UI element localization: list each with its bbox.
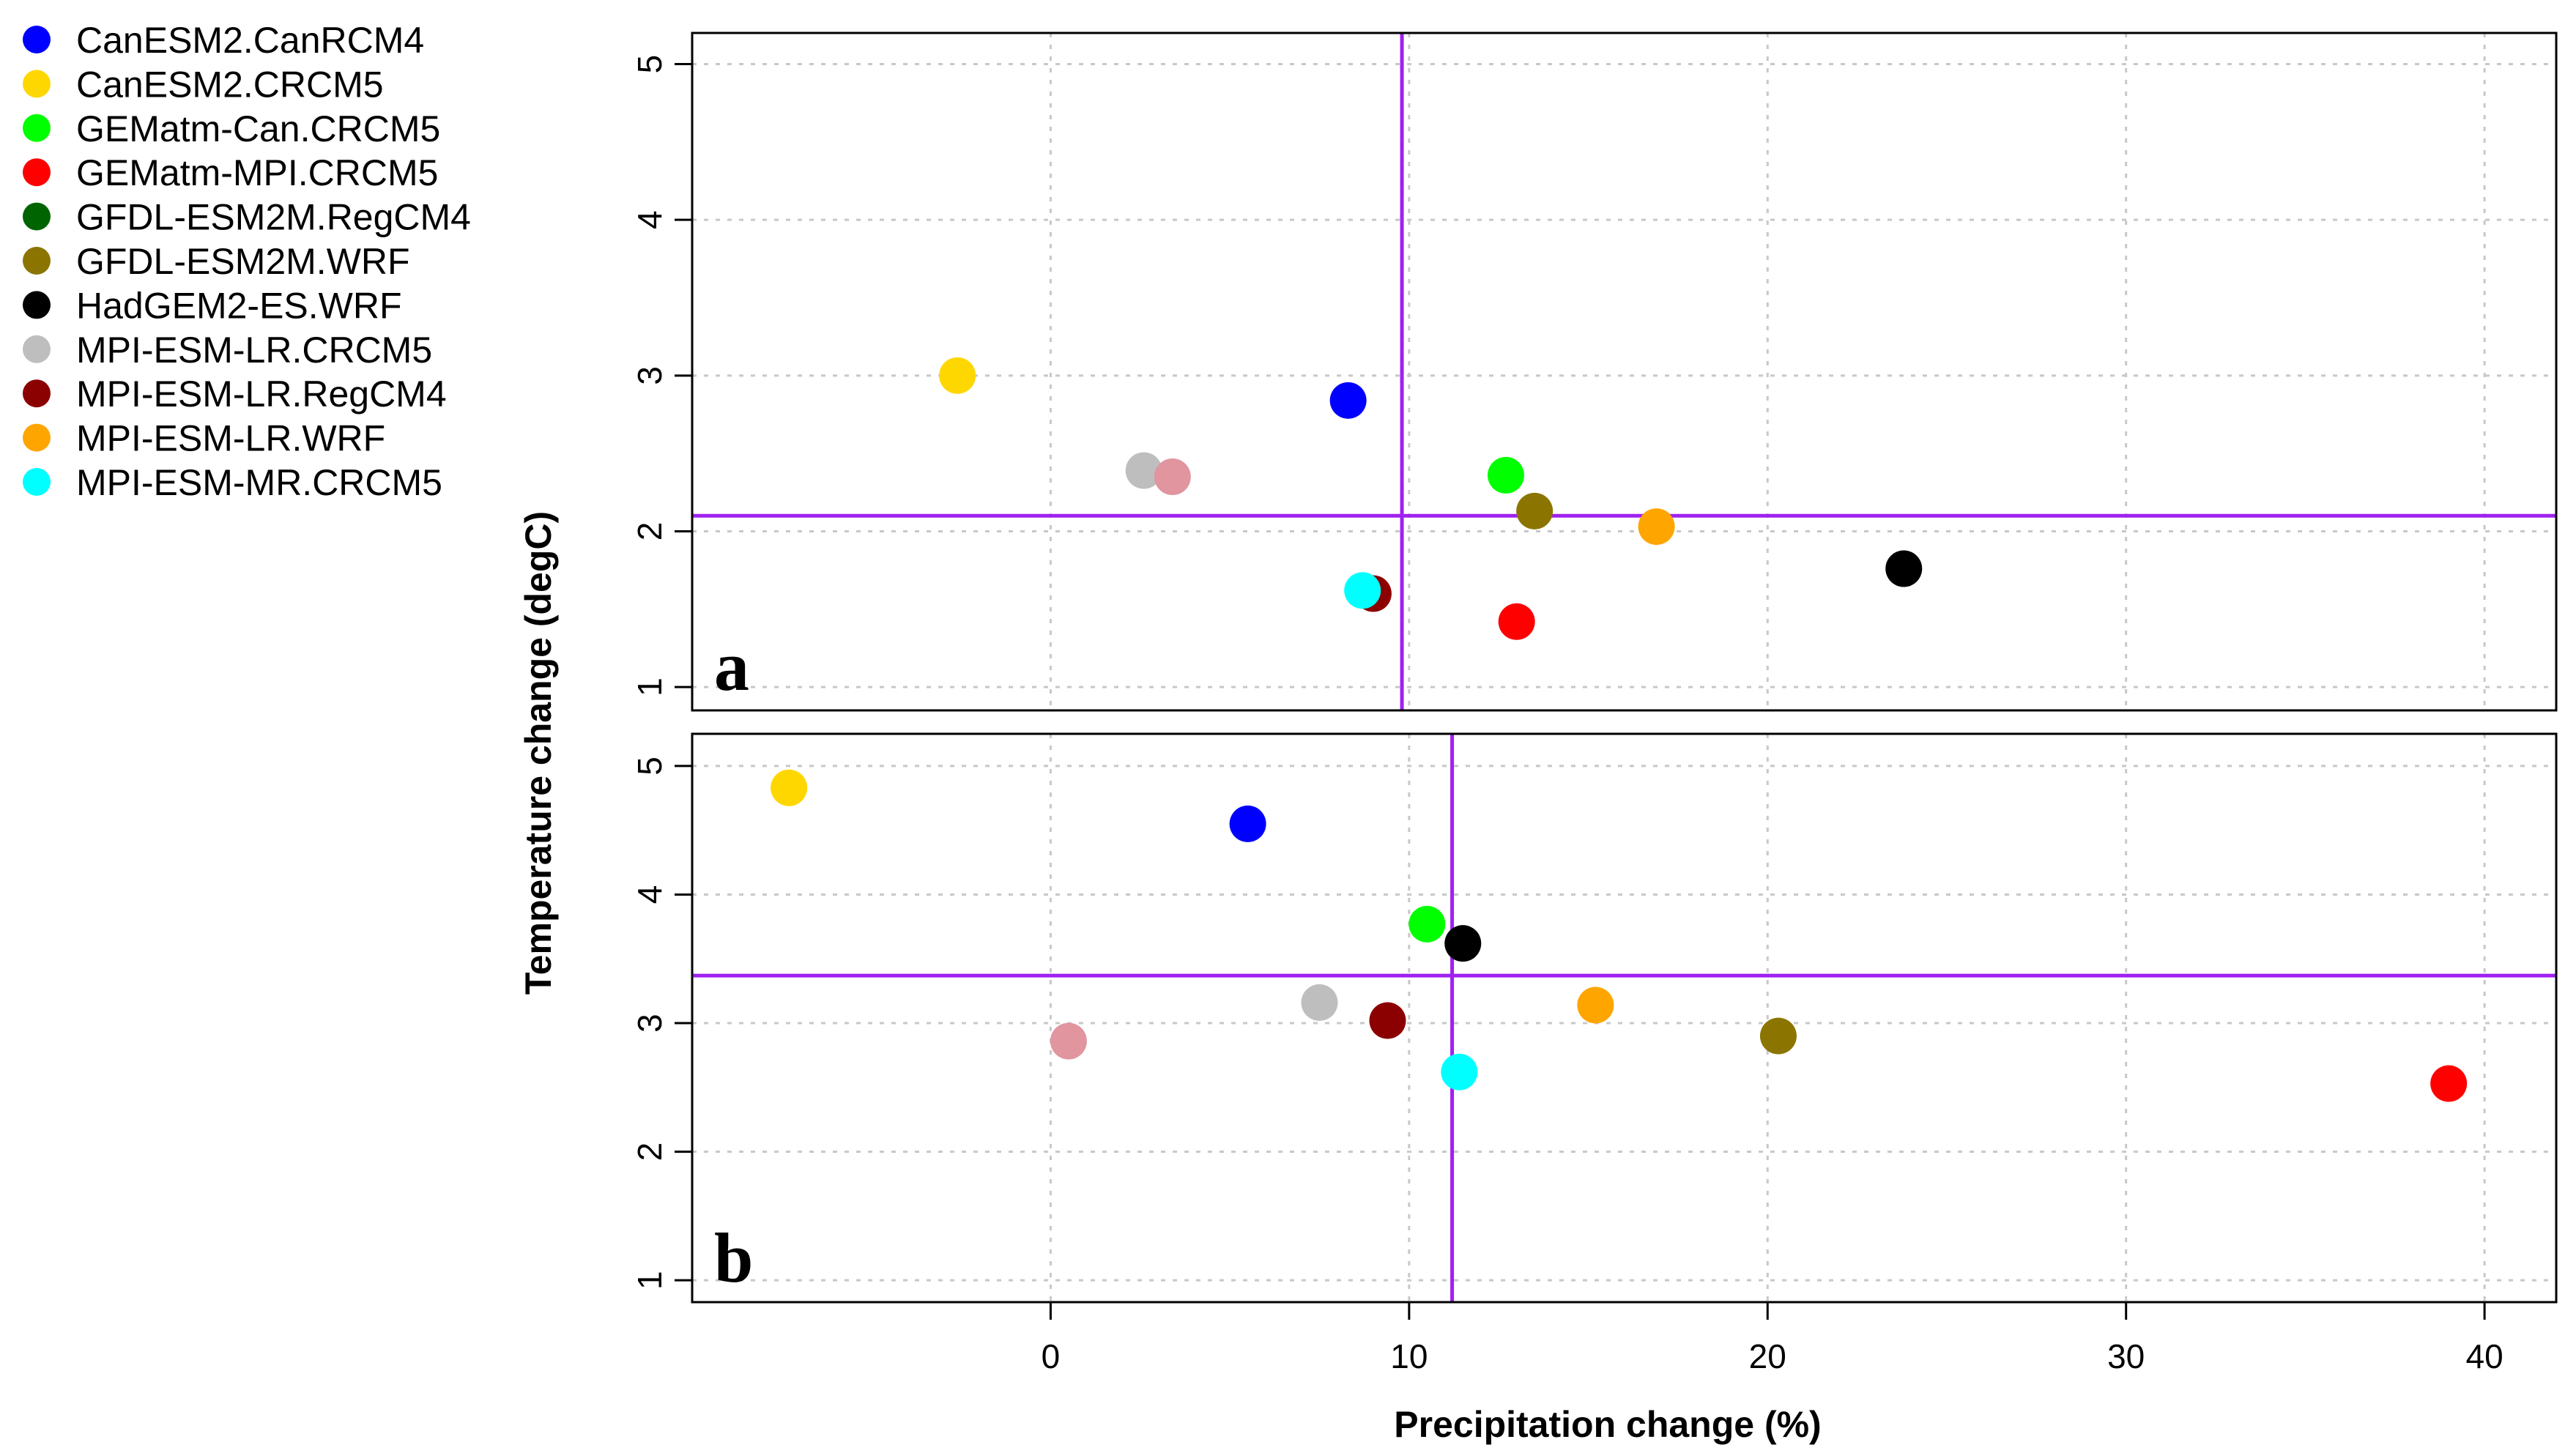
x-axis-title: Precipitation change (%) [1394, 1404, 1821, 1445]
point-gematm-mpi-crcm5 [1498, 603, 1535, 640]
legend-marker [23, 158, 51, 187]
y-tick-label: 1 [631, 677, 669, 696]
y-tick-label: 5 [631, 55, 669, 74]
legend-marker [23, 291, 51, 319]
point-canesm2-canrcm4 [1229, 805, 1266, 842]
legend-marker [23, 247, 51, 275]
legend-marker [23, 114, 51, 142]
legend-marker [23, 379, 51, 408]
legend-label: GEMatm-MPI.CRCM5 [76, 152, 438, 193]
x-tick-label: 0 [1042, 1337, 1061, 1375]
y-tick-label: 5 [631, 757, 669, 776]
x-tick-label: 40 [2466, 1337, 2503, 1375]
grid-layer [692, 33, 2556, 1302]
panel-letter: a [714, 627, 749, 705]
point-canesm2-canrcm4 [1329, 382, 1367, 419]
legend-marker [23, 202, 51, 231]
point-unlabeled [1050, 1022, 1087, 1060]
point-mpi-esm-lr-wrf [1577, 986, 1614, 1024]
reference-lines-layer [692, 33, 2556, 1302]
point-canesm2-crcm5 [771, 769, 808, 806]
y-tick-label: 4 [631, 885, 669, 904]
legend-marker [23, 70, 51, 98]
y-tick-label: 1 [631, 1271, 669, 1290]
point-mpi-esm-mr-crcm5 [1441, 1053, 1478, 1090]
y-tick-label: 4 [631, 210, 669, 229]
x-tick-label: 20 [1749, 1337, 1786, 1375]
legend-marker [23, 468, 51, 496]
points-layer [771, 357, 2468, 1102]
panel-letter: b [714, 1219, 753, 1297]
legend-marker [23, 335, 51, 363]
point-hadgem2-es-wrf [1444, 925, 1482, 962]
legend-marker [23, 423, 51, 452]
y-tick-label: 3 [631, 366, 669, 385]
legend-marker [23, 26, 51, 53]
y-tick-label: 2 [631, 522, 669, 541]
x-tick-label: 30 [2107, 1337, 2145, 1375]
frames-layer: ab [691, 31, 2558, 1304]
legend-label: MPI-ESM-LR.CRCM5 [76, 330, 432, 371]
point-mpi-esm-lr-crcm5 [1125, 452, 1162, 489]
legend-label: GFDL-ESM2M.WRF [76, 241, 410, 282]
legend-label: CanESM2.CanRCM4 [76, 20, 424, 61]
point-gematm-can-crcm5 [1487, 456, 1524, 494]
y-axis-title: Temperature change (degC) [518, 511, 559, 995]
x-tick-label: 10 [1390, 1337, 1428, 1375]
y-tick-label: 3 [631, 1014, 669, 1033]
y-tick-label: 2 [631, 1142, 669, 1162]
point-canesm2-crcm5 [939, 357, 976, 394]
legend-label: MPI-ESM-LR.RegCM4 [76, 374, 447, 415]
point-mpi-esm-lr-wrf [1638, 508, 1675, 546]
legend: CanESM2.CanRCM4CanESM2.CRCM5GEMatm-Can.C… [23, 20, 471, 503]
legend-label: GFDL-ESM2M.RegCM4 [76, 197, 471, 238]
point-mpi-esm-lr-regcm4 [1369, 1002, 1406, 1039]
point-gfdl-esm2m-wrf [1759, 1017, 1797, 1055]
point-hadgem2-es-wrf [1885, 550, 1923, 587]
legend-label: CanESM2.CRCM5 [76, 64, 384, 105]
point-mpi-esm-mr-crcm5 [1344, 572, 1381, 609]
point-mpi-esm-lr-crcm5 [1301, 984, 1338, 1021]
point-unlabeled [1154, 458, 1191, 496]
point-gematm-mpi-crcm5 [2430, 1065, 2468, 1102]
legend-label: HadGEM2-ES.WRF [76, 285, 402, 326]
point-gfdl-esm2m-wrf [1516, 492, 1554, 529]
panel-frame [691, 732, 2558, 1304]
panel-frame [691, 31, 2558, 712]
legend-label: MPI-ESM-LR.WRF [76, 418, 385, 459]
ticks-layer: 1 2 3 4 5 1 2 3 4 5 0 10 20 30 40 [631, 55, 2503, 1375]
legend-label: MPI-ESM-MR.CRCM5 [76, 462, 442, 503]
legend-label: GEMatm-Can.CRCM5 [76, 108, 440, 149]
point-gematm-can-crcm5 [1408, 905, 1446, 943]
